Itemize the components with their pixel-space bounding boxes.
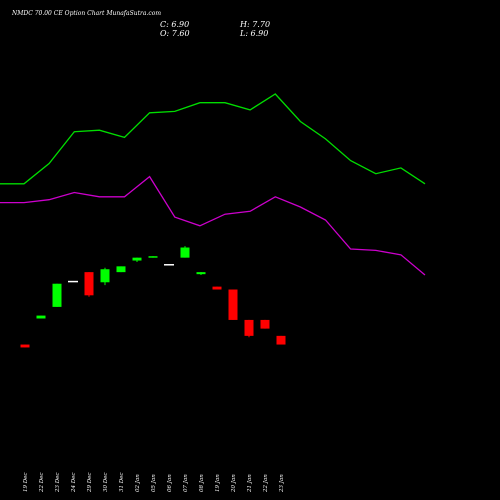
- x-tick-label: 05 Jan: [151, 474, 157, 492]
- candle: [196, 272, 206, 276]
- x-tick-label: 23 Jan: [279, 474, 285, 493]
- x-tick-label: 22 Dec: [39, 473, 45, 494]
- x-tick-label: 08 Jan: [199, 474, 205, 492]
- x-axis-labels: 19 Dec 22 Dec 23 Dec 24 Dec 29 Dec 30 Dec 31 D…: [23, 473, 285, 494]
- candle-body: [36, 315, 46, 319]
- x-tick-label: 06 Jan: [167, 474, 173, 492]
- lower-line-layer: [0, 175, 426, 276]
- candle: [180, 246, 190, 258]
- candle: [68, 280, 78, 283]
- candle: [116, 266, 126, 273]
- x-tick-label: 19 Dec: [23, 473, 29, 493]
- x-tick-label: 21 Jan: [247, 474, 253, 493]
- x-tick-label: 29 Dec: [87, 473, 93, 494]
- candle: [20, 344, 30, 348]
- candle-body: [212, 286, 222, 290]
- candle: [148, 256, 158, 258]
- x-tick-label: 23 Dec: [55, 473, 61, 494]
- x-tick-label: 07 Jan: [183, 474, 189, 492]
- candle: [36, 315, 46, 319]
- candle-body: [20, 344, 30, 348]
- candle-body: [228, 289, 238, 320]
- candle: [100, 267, 110, 286]
- candle-body: [260, 319, 270, 329]
- x-tick-label: 31 Dec: [119, 473, 125, 493]
- x-tick-label: 20 Jan: [231, 474, 237, 493]
- candle-body: [116, 266, 126, 273]
- close-value: C: 6.90: [160, 20, 190, 29]
- upper-band-line: [0, 93, 426, 185]
- low-value: L: 6.90: [240, 29, 269, 38]
- chart-title: NMDC 70.00 CE Option Chart MunafaSutra.c…: [12, 10, 162, 17]
- candle-body: [164, 264, 174, 266]
- open-value: O: 7.60: [160, 29, 190, 38]
- x-tick-label: 30 Dec: [103, 473, 109, 493]
- candle-body: [68, 280, 78, 283]
- candles-layer: [20, 246, 286, 348]
- candle: [260, 319, 270, 329]
- candle: [244, 319, 254, 338]
- candle-body: [100, 269, 110, 283]
- upper-line-layer: [0, 93, 426, 185]
- candle: [228, 289, 238, 320]
- lower-band-line: [0, 175, 426, 276]
- candle-body: [84, 272, 94, 296]
- candle-body: [276, 335, 286, 345]
- candle: [164, 264, 174, 266]
- candle: [212, 286, 222, 290]
- candle-body: [52, 283, 62, 307]
- candle-body: [244, 319, 254, 336]
- candle: [276, 335, 286, 345]
- candle-body: [180, 247, 190, 258]
- candle: [52, 283, 62, 307]
- candle-body: [148, 256, 158, 258]
- x-tick-label: 19 Jan: [215, 474, 221, 492]
- candle-body: [196, 272, 206, 275]
- x-tick-label: 22 Jan: [263, 474, 269, 493]
- candle: [132, 257, 142, 262]
- x-tick-label: 02 Jan: [135, 474, 141, 492]
- x-tick-label: 24 Dec: [71, 473, 77, 494]
- high-value: H: 7.70: [240, 20, 271, 29]
- candle-body: [132, 257, 142, 261]
- candle: [84, 272, 94, 297]
